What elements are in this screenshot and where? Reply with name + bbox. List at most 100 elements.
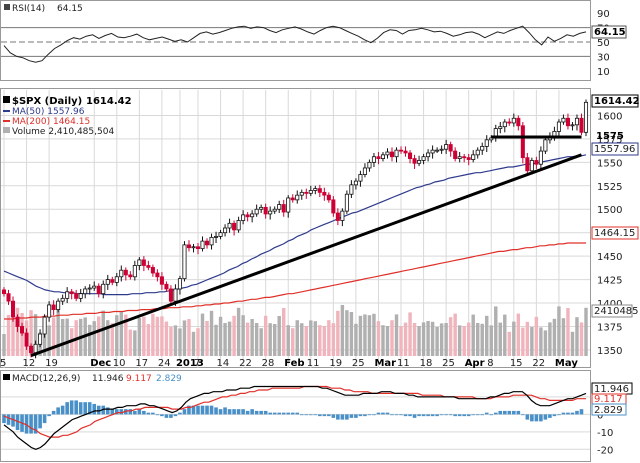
volume-bar — [2, 334, 6, 356]
histogram-bar — [345, 414, 349, 420]
histogram-bar — [475, 414, 480, 416]
rsi-panel: 9070503010 64.15 RSI(14) 64.15 — [0, 0, 627, 81]
histogram-bar — [525, 414, 530, 420]
rsi-legend-name: RSI(14) — [12, 4, 45, 14]
price-tick-label: 1525 — [597, 182, 622, 193]
volume-bar — [191, 331, 196, 356]
volume-bar — [173, 325, 178, 356]
volume-bar — [561, 318, 566, 356]
volume-bar — [503, 314, 507, 356]
candle-body — [60, 297, 65, 302]
candle-body — [471, 154, 476, 160]
volume-bar — [566, 308, 570, 356]
volume-bar — [182, 320, 187, 356]
histogram-bar — [358, 414, 363, 417]
candle-body — [543, 139, 548, 152]
volume-bar — [381, 325, 385, 356]
candle-body — [403, 150, 408, 154]
volume-bar — [570, 331, 575, 356]
histogram-bar — [96, 405, 101, 415]
volume-bar — [88, 324, 92, 356]
histogram-bar — [462, 414, 466, 417]
volume-bar — [268, 323, 272, 356]
candle-body — [92, 285, 97, 289]
histogram-bar — [408, 414, 412, 417]
candle-body — [259, 206, 264, 210]
histogram-bar — [155, 414, 160, 416]
histogram-bar — [200, 405, 205, 415]
candle-body — [24, 332, 29, 347]
price-tick-label: 1500 — [597, 205, 622, 216]
histogram-bar — [318, 414, 322, 417]
volume-bar — [47, 325, 51, 356]
candle-body — [475, 149, 480, 156]
candle-body — [376, 156, 381, 159]
candle-body — [389, 151, 395, 158]
candle-body — [200, 240, 205, 250]
candle-body — [96, 285, 101, 295]
volume-bar — [466, 322, 471, 356]
volume-bar — [51, 317, 56, 356]
candle-body — [159, 276, 164, 285]
candle-body — [534, 160, 539, 165]
candle-body — [223, 227, 228, 234]
candle-body — [367, 161, 372, 169]
candle-body — [574, 117, 580, 126]
date-tick-label: 18 — [420, 358, 433, 369]
histogram-bar — [223, 407, 227, 415]
candle-body — [412, 158, 417, 164]
volume-bar — [300, 323, 304, 356]
histogram-bar — [24, 414, 29, 434]
price-tick-label: 1450 — [597, 252, 622, 263]
volume-bar — [295, 320, 299, 356]
volume-bar — [489, 325, 493, 356]
hist-value-box — [591, 403, 627, 416]
date-tick-label: 15 — [510, 358, 523, 369]
candle-body — [105, 279, 110, 285]
volume-bars — [2, 305, 588, 356]
date-tick-label: 17 — [135, 358, 148, 369]
price-panel: 1600157515501525150014751450142514001375… — [0, 88, 640, 369]
date-tick-label: 8 — [487, 358, 493, 369]
candle-body — [358, 174, 363, 182]
macd-legend-swatch — [3, 374, 10, 380]
volume-bar — [60, 319, 65, 356]
volume-bar — [471, 314, 475, 356]
candle-body — [69, 291, 74, 295]
volume-bar — [6, 315, 11, 356]
date-tick-label: 22 — [239, 358, 252, 369]
candlesticks — [1, 99, 589, 359]
date-tick-label: May — [555, 358, 578, 369]
histogram-bar — [259, 410, 263, 415]
volume-legend-label: Volume 2,410,485,504 — [12, 127, 114, 137]
candle-body — [42, 316, 47, 335]
date-tick-label: Apr — [465, 358, 485, 369]
candle-body — [87, 287, 92, 290]
volume-bar — [399, 326, 403, 356]
histogram-bar — [51, 410, 56, 415]
volume-bar — [241, 315, 245, 356]
histogram-bar — [575, 410, 579, 415]
candle-body — [444, 144, 449, 150]
volume-bar — [367, 315, 372, 356]
volume-bar — [521, 327, 525, 356]
histogram-bar — [78, 402, 83, 415]
candle-body — [277, 204, 282, 210]
histogram-bar — [566, 412, 570, 415]
candle-body — [78, 293, 83, 299]
macd-line — [3, 385, 587, 450]
volume-bar — [345, 310, 349, 356]
volume-bar — [214, 324, 218, 356]
date-tick-label: 25 — [352, 358, 365, 369]
volume-bar — [457, 325, 462, 356]
candle-body — [146, 265, 151, 268]
volume-bar — [33, 314, 38, 356]
volume-bar — [209, 310, 214, 356]
volume-bar — [485, 315, 489, 356]
histogram-bar — [11, 414, 15, 427]
candle-body — [362, 167, 367, 175]
volume-bar — [119, 311, 124, 356]
rsi-legend-value: 64.15 — [57, 4, 83, 14]
candle-body — [489, 137, 494, 141]
volume-bar — [557, 306, 561, 356]
